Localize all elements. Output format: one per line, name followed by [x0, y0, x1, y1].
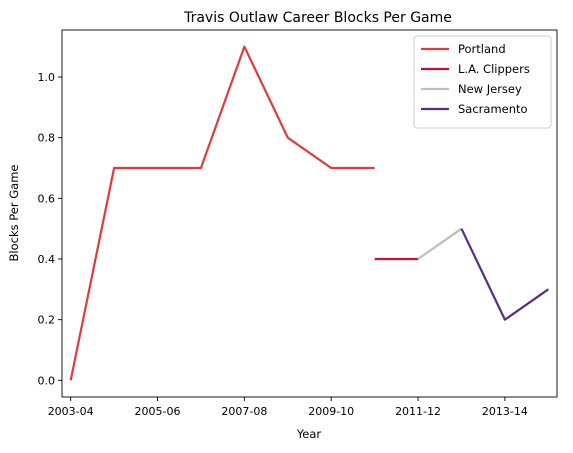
y-tick-label: 0.2 [38, 314, 56, 327]
y-tick-label: 0.4 [38, 253, 56, 266]
series-layer [69, 45, 549, 381]
x-tick-label: 2009-10 [308, 405, 354, 418]
y-tick-label: 0.6 [38, 192, 56, 205]
series-line-new-jersey [417, 227, 463, 260]
x-tick-label: 2007-08 [221, 405, 267, 418]
x-tick-label: 2013-14 [482, 405, 528, 418]
legend: Portland L.A. Clippers New Jersey Sacrament… [413, 35, 552, 129]
x-axis-ticks: 2003-04 2005-06 2007-08 2009-10 2011-12 2013-… [48, 397, 528, 418]
x-tick-label: 2011-12 [395, 405, 441, 418]
x-tick-label: 2003-04 [48, 405, 94, 418]
legend-label: New Jersey [458, 82, 522, 96]
series-line-portland [69, 45, 375, 381]
y-tick-label: 1.0 [38, 71, 56, 84]
y-axis-label: Blocks Per Game [7, 165, 21, 262]
plot-frame [61, 29, 558, 398]
legend-box [413, 35, 552, 129]
legend-label: Sacramento [458, 102, 528, 116]
x-axis-label: Year [296, 427, 322, 441]
y-tick-label: 0.8 [38, 132, 56, 145]
legend-label: Portland [458, 42, 506, 56]
legend-label: L.A. Clippers [458, 62, 530, 76]
chart-title: Travis Outlaw Career Blocks Per Game [183, 10, 452, 26]
y-tick-label: 0.0 [38, 374, 56, 387]
x-tick-label: 2005-06 [135, 405, 181, 418]
y-axis-ticks: 0.0 0.2 0.4 0.6 0.8 1.0 [38, 71, 62, 387]
series-line-sacramento [460, 228, 549, 321]
